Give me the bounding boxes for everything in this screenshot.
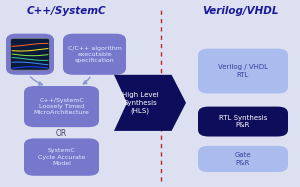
FancyBboxPatch shape bbox=[63, 34, 126, 75]
FancyBboxPatch shape bbox=[198, 49, 288, 94]
Text: C/C++ algorithm
executable
specification: C/C++ algorithm executable specification bbox=[68, 45, 122, 63]
FancyBboxPatch shape bbox=[6, 34, 54, 75]
Text: Verilog/VHDL: Verilog/VHDL bbox=[202, 6, 278, 16]
Text: SystemC
Cycle Accurate
Model: SystemC Cycle Accurate Model bbox=[38, 148, 85, 166]
FancyBboxPatch shape bbox=[11, 38, 50, 70]
Text: High Level
Synthesis
(HLS): High Level Synthesis (HLS) bbox=[122, 92, 158, 114]
FancyBboxPatch shape bbox=[24, 86, 99, 127]
FancyBboxPatch shape bbox=[198, 107, 288, 137]
Text: C++/SystemC
Loosely Timed
MicroArchitecture: C++/SystemC Loosely Timed MicroArchitect… bbox=[34, 98, 89, 115]
FancyBboxPatch shape bbox=[198, 146, 288, 172]
Text: Verilog / VHDL
RTL: Verilog / VHDL RTL bbox=[218, 64, 268, 78]
Text: OR: OR bbox=[56, 129, 67, 138]
Polygon shape bbox=[114, 75, 186, 131]
Text: Gate
P&R: Gate P&R bbox=[235, 152, 251, 166]
Text: C++/SystemC: C++/SystemC bbox=[26, 6, 106, 16]
FancyBboxPatch shape bbox=[24, 138, 99, 176]
Text: RTL Synthesis
P&R: RTL Synthesis P&R bbox=[219, 115, 267, 128]
